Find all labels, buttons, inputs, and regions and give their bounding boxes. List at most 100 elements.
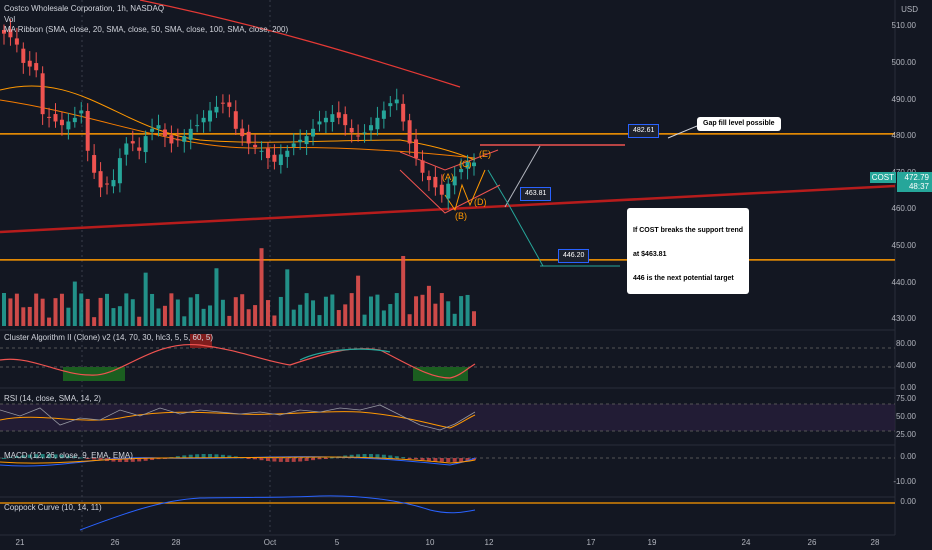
candle-body [407, 120, 412, 144]
volume-bar [34, 293, 39, 326]
macd-histogram-bar [92, 458, 97, 460]
wave-a-label: (A) [442, 172, 454, 182]
volume-bar [330, 294, 335, 326]
candle-body [439, 184, 444, 195]
macd-signal-line [0, 456, 476, 464]
volume-bar [311, 300, 316, 326]
volume-bar [285, 269, 290, 326]
candle-body [446, 183, 451, 199]
breakdown-line-2: at $463.81 [633, 251, 667, 258]
wave-c-label: (C) [459, 159, 472, 169]
symbol-tag: COST [869, 172, 896, 183]
macd-histogram-bar [304, 458, 309, 461]
volume-bar [150, 293, 155, 326]
candle-body [85, 110, 90, 151]
macd-histogram-bar [188, 454, 193, 458]
target-446-box[interactable]: 446.20 [558, 249, 590, 263]
macd-histogram-bar [72, 456, 77, 458]
macd-histogram-bar [285, 458, 290, 462]
candle-body [111, 180, 116, 187]
candle-body [27, 60, 32, 67]
volume-bar [240, 294, 245, 326]
volume-bar [227, 315, 232, 326]
volume-bar [291, 309, 296, 326]
bar-countdown: 48:37 [908, 182, 929, 191]
candle-body [156, 125, 161, 129]
breakdown-comment[interactable]: If COST breaks the support trend at $463… [627, 208, 750, 294]
candle-body [311, 128, 316, 137]
candle-body [117, 158, 122, 184]
current-price-box: 472.79 48:37 [897, 172, 932, 192]
candle-body [330, 114, 335, 123]
volume-bar [21, 307, 26, 326]
volume-bar [156, 308, 161, 326]
volume-bar [388, 304, 393, 326]
candle-body [162, 129, 167, 137]
volume-bar [188, 297, 193, 326]
macd-histogram-bar [465, 458, 470, 462]
volume-bar [246, 309, 251, 326]
ma-ribbon-label: MA Ribbon (SMA, close, 20, SMA, close, 5… [4, 25, 289, 34]
macd-histogram-bar [40, 454, 45, 458]
candle-body [323, 117, 328, 123]
candle-body [433, 176, 438, 188]
breakdown-line-1: If COST breaks the support trend [633, 227, 744, 234]
volume-bar [98, 297, 103, 326]
volume-bar [349, 293, 354, 326]
candle-body [459, 169, 464, 173]
volume-bar [233, 297, 238, 326]
volume-bar [446, 301, 451, 326]
gap-fill-comment[interactable]: Gap fill level possible [697, 117, 781, 131]
candle-body [285, 150, 290, 157]
volume-label: Vol [4, 15, 16, 24]
candle-body [401, 103, 406, 122]
candle-body [240, 128, 245, 137]
macd-title: MACD (12, 26, close, 9, EMA, EMA) [4, 451, 133, 460]
macd-histogram-bar [356, 454, 361, 458]
candle-body [362, 132, 367, 134]
macd-histogram-bar [452, 458, 457, 462]
macd-histogram-bar [265, 458, 270, 461]
macd-histogram-bar [66, 455, 71, 458]
candle-body [246, 131, 251, 144]
macd-histogram-bar [150, 458, 155, 461]
volume-bar [459, 296, 464, 326]
rsi-tick-75: 75.00 [895, 394, 916, 403]
candle-body [381, 110, 386, 119]
macd-histogram-bar [85, 458, 90, 459]
volume-bar [169, 293, 174, 326]
ma-200-line [139, 0, 461, 88]
volume-bar [343, 304, 348, 326]
macd-histogram-bar [375, 454, 380, 458]
cluster-tick-0: 0.00 [900, 383, 916, 392]
candle-body [336, 112, 341, 118]
candle-body [349, 127, 354, 133]
candle-body [253, 144, 258, 148]
macd-histogram-bar [330, 457, 335, 459]
macd-histogram-bar [117, 458, 122, 462]
candle-body [272, 154, 277, 162]
volume-bar [375, 294, 380, 326]
macd-histogram-bar [278, 458, 283, 462]
candle-body [79, 110, 84, 114]
price-tick: 440.00 [891, 277, 916, 287]
candle-body [343, 114, 348, 126]
volume-bar [214, 268, 219, 326]
target-482-box[interactable]: 482.61 [628, 124, 660, 138]
x-tick: 10 [425, 538, 435, 547]
volume-bar [407, 314, 412, 326]
volume-bar [265, 300, 270, 326]
candle-body [265, 148, 270, 159]
price-tick: 490.00 [891, 94, 916, 104]
volume-bar [298, 304, 303, 326]
macd-histogram-bar [2, 458, 6, 459]
macd-histogram-bar [388, 455, 393, 458]
candle-body [47, 116, 52, 118]
volume-bar [253, 305, 258, 326]
candle-body [420, 160, 425, 173]
macd-histogram-bar [259, 458, 264, 461]
volume-bar [105, 293, 110, 326]
candle-body [92, 155, 97, 173]
target-463-box[interactable]: 463.81 [520, 187, 552, 201]
price-tick: 450.00 [891, 240, 916, 250]
